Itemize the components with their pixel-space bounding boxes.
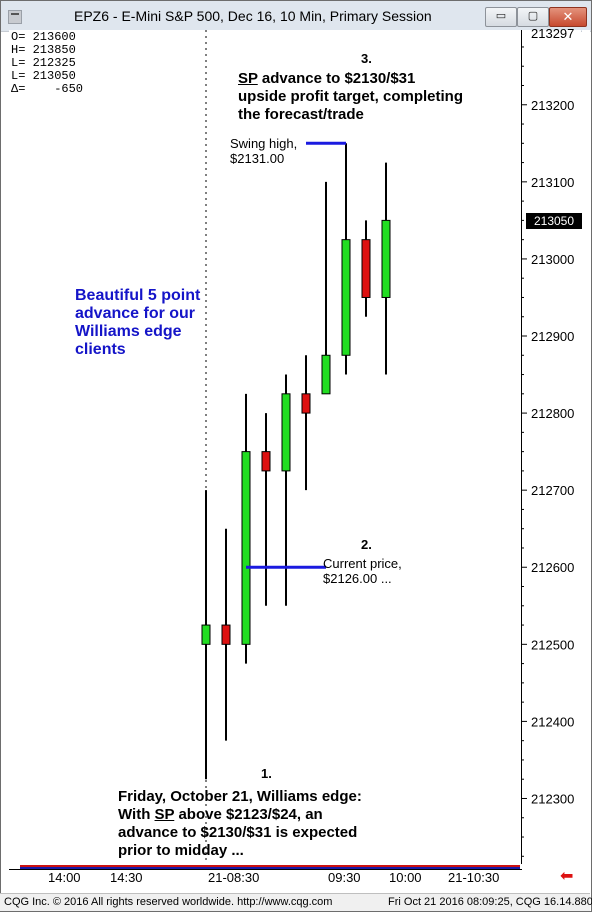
swing-high-line-2: $2131.00 (230, 151, 285, 166)
window-title: EPZ6 - E-Mini S&P 500, Dec 16, 10 Min, P… (74, 8, 432, 24)
ohlc-open: O= 213600 (11, 30, 76, 44)
candle-body (281, 393, 291, 472)
y-tick-label: 213000 (531, 252, 574, 267)
y-tick-label: 212800 (531, 406, 574, 421)
close-button[interactable]: ✕ (549, 7, 587, 27)
vertical-scroll-strip[interactable] (582, 30, 590, 864)
ohlc-readout: O= 213600 H= 213850 L= 212325 L= 213050 Δ= -… (11, 31, 83, 96)
y-tick-label: 212400 (531, 714, 574, 729)
timestamp-text: Fri Oct 21 2016 08:09:25, CQG 16.14.880 (388, 896, 592, 908)
candle-body (261, 451, 271, 472)
advance-note-line-1: Beautiful 5 point (75, 287, 201, 304)
candle-body (361, 239, 371, 298)
annotation-3-line-3: the forecast/trade (238, 106, 364, 123)
candle-body (321, 354, 331, 395)
advance-note-line-4: clients (75, 341, 126, 358)
minimize-button[interactable]: ▭ (485, 7, 517, 27)
price-axis[interactable] (522, 30, 581, 864)
status-bar: CQG Inc. © 2016 All rights reserved worl… (0, 893, 592, 911)
ohlc-low: L= 212325 (11, 56, 76, 70)
copyright-text: CQG Inc. © 2016 All rights reserved worl… (4, 896, 333, 908)
swing-high-label: Swing high, $2131.00 (230, 136, 297, 166)
x-tick-label: 21-10:30 (448, 870, 500, 885)
advance-note-line-3: Williams edge (75, 323, 182, 340)
candle-body (241, 451, 251, 645)
session-bar-red (20, 865, 520, 868)
title-bar[interactable]: EPZ6 - E-Mini S&P 500, Dec 16, 10 Min, P… (1, 1, 591, 32)
y-tick-label: 212500 (531, 637, 574, 652)
y-tick-label-partial: 213297 (531, 26, 574, 41)
y-tick-label: 212600 (531, 560, 574, 575)
current-price-label: Current price, $2126.00 ... (323, 556, 402, 586)
x-tick-label: 21-08:30 (208, 870, 260, 885)
scroll-left-arrow-icon[interactable]: ⬅ (560, 868, 574, 885)
annotation-1-line-1: Friday, October 21, Williams edge: (118, 788, 362, 805)
y-tick-label: 213100 (531, 175, 574, 190)
annotation-1-text: Friday, October 21, Williams edge: With … (118, 788, 362, 860)
y-tick-label: 212700 (531, 483, 574, 498)
session-bar-blue (20, 867, 520, 869)
swing-high-line-1: Swing high, (230, 136, 298, 151)
ohlc-last: L= 213050 (11, 69, 76, 83)
current-price-line-2: $2126.00 ... (323, 571, 392, 586)
annotation-number-3: 3. (361, 51, 372, 66)
last-price-tag: 213050 (526, 213, 582, 229)
annotation-number-1: 1. (261, 766, 272, 781)
advance-note-line-2: advance for our (75, 305, 196, 322)
annotation-1-line-2: With SP above $2123/$24, an (118, 806, 323, 823)
y-tick-label: 212300 (531, 791, 574, 806)
annotation-3-line-1: SP advance to $2130/$31 (238, 70, 416, 87)
candle-body (201, 624, 211, 645)
ohlc-high: H= 213850 (11, 43, 76, 57)
y-tick-label: 212900 (531, 329, 574, 344)
annotation-1-line-4: prior to midday ... (118, 842, 244, 859)
x-tick-label: 14:00 (48, 870, 81, 885)
current-price-line-1: Current price, (323, 556, 402, 571)
ohlc-delta: Δ= -650 (11, 82, 84, 96)
advance-note: Beautiful 5 point advance for our Willia… (75, 287, 200, 359)
candle-body (301, 393, 311, 414)
candle-body (381, 219, 391, 298)
annotation-3-text: SP advance to $2130/$31 upside profit ta… (238, 70, 463, 124)
x-tick-label: 09:30 (328, 870, 361, 885)
x-tick-label: 10:00 (389, 870, 422, 885)
annotation-3-line-2: upside profit target, completing (238, 88, 464, 105)
maximize-button[interactable]: ▢ (517, 7, 549, 27)
candle-body (221, 624, 231, 645)
y-tick-label: 213200 (531, 98, 574, 113)
app-icon[interactable] (8, 10, 22, 24)
x-tick-label: 14:30 (110, 870, 143, 885)
time-axis[interactable] (9, 869, 522, 886)
annotation-1-line-3: advance to $2130/$31 is expected (118, 824, 358, 841)
candle-body (341, 239, 351, 356)
annotation-number-2: 2. (361, 537, 372, 552)
